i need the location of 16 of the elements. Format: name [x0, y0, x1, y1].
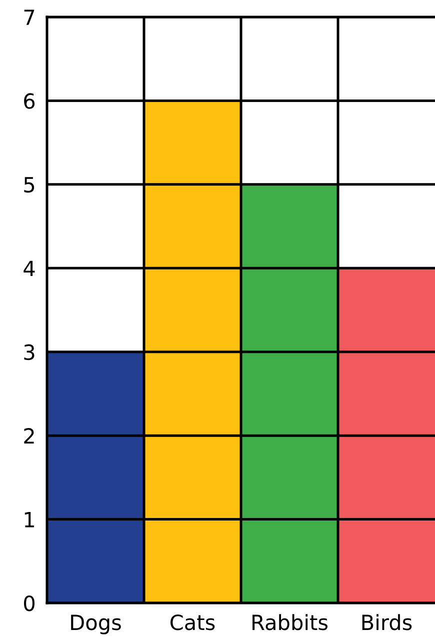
bar — [338, 268, 435, 603]
x-tick-label: Cats — [170, 614, 215, 630]
y-tick-label: 1 — [24, 512, 34, 528]
y-tick-label: 3 — [24, 344, 34, 360]
x-tick-label: Rabbits — [252, 614, 328, 630]
y-tick-label: 7 — [24, 10, 34, 25]
bar — [47, 352, 144, 603]
y-tick-label: 2 — [24, 428, 34, 444]
y-tick-label: 0 — [24, 595, 35, 612]
bar — [144, 100, 241, 603]
x-tick-label: Dogs — [71, 614, 121, 634]
y-tick-label: 6 — [24, 93, 35, 109]
y-tick-label: 5 — [24, 177, 34, 193]
x-tick-label: Birds — [362, 614, 412, 630]
bar — [241, 184, 338, 603]
y-tick-label: 4 — [24, 260, 35, 276]
